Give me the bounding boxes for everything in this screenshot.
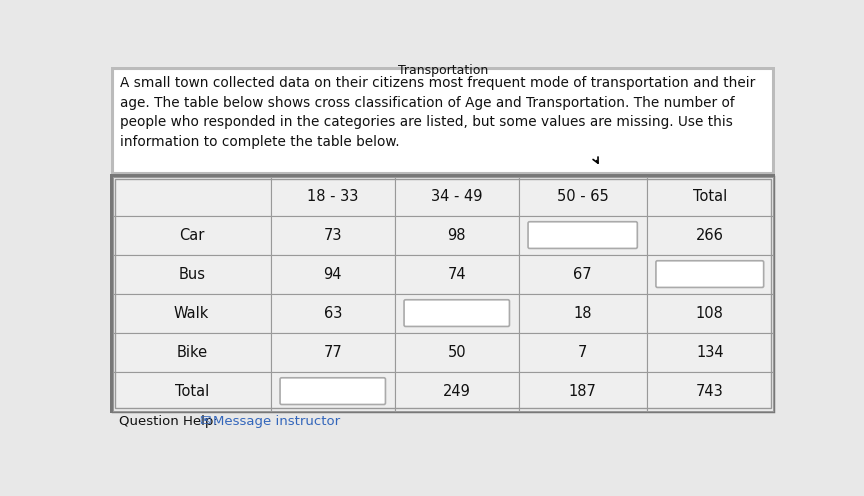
Bar bbox=[112, 294, 270, 333]
FancyBboxPatch shape bbox=[528, 222, 638, 248]
FancyBboxPatch shape bbox=[404, 300, 510, 326]
Text: 77: 77 bbox=[323, 345, 342, 360]
Text: ✉: ✉ bbox=[200, 415, 211, 429]
Text: 94: 94 bbox=[323, 266, 342, 282]
Text: 108: 108 bbox=[696, 306, 724, 320]
Text: 18 - 33: 18 - 33 bbox=[307, 188, 359, 203]
Text: 187: 187 bbox=[569, 383, 597, 399]
Text: 18: 18 bbox=[574, 306, 592, 320]
Text: 67: 67 bbox=[574, 266, 592, 282]
Bar bbox=[112, 372, 270, 411]
Bar bbox=[395, 216, 518, 254]
Bar bbox=[270, 177, 395, 216]
Text: Message instructor: Message instructor bbox=[213, 415, 340, 428]
Bar bbox=[518, 294, 646, 333]
Text: Car: Car bbox=[179, 228, 205, 243]
Text: 7: 7 bbox=[578, 345, 588, 360]
Bar bbox=[518, 254, 646, 294]
Text: 50: 50 bbox=[448, 345, 466, 360]
Bar bbox=[270, 372, 395, 411]
Bar bbox=[112, 333, 270, 372]
Bar bbox=[646, 216, 773, 254]
Text: Bus: Bus bbox=[178, 266, 205, 282]
Bar bbox=[518, 216, 646, 254]
Bar bbox=[112, 177, 773, 411]
FancyBboxPatch shape bbox=[280, 378, 385, 404]
Bar bbox=[111, 67, 774, 175]
Text: A small town collected data on their citizens most frequent mode of transportati: A small town collected data on their cit… bbox=[120, 76, 756, 149]
Bar bbox=[646, 372, 773, 411]
Text: 266: 266 bbox=[696, 228, 724, 243]
Text: 249: 249 bbox=[443, 383, 471, 399]
Text: Transportation: Transportation bbox=[397, 64, 488, 77]
Bar bbox=[518, 177, 646, 216]
Bar bbox=[395, 177, 518, 216]
Bar bbox=[646, 177, 773, 216]
Bar bbox=[111, 174, 775, 413]
Bar bbox=[270, 333, 395, 372]
Bar bbox=[518, 372, 646, 411]
Bar bbox=[112, 177, 270, 216]
Text: 743: 743 bbox=[696, 383, 724, 399]
Text: 134: 134 bbox=[696, 345, 724, 360]
Text: Total: Total bbox=[693, 188, 727, 203]
Text: 50 - 65: 50 - 65 bbox=[556, 188, 608, 203]
Text: 73: 73 bbox=[323, 228, 342, 243]
Text: Question Help:: Question Help: bbox=[119, 415, 218, 428]
Bar bbox=[112, 216, 270, 254]
Text: 34 - 49: 34 - 49 bbox=[431, 188, 482, 203]
Text: 98: 98 bbox=[448, 228, 466, 243]
Bar bbox=[270, 294, 395, 333]
Bar bbox=[112, 254, 270, 294]
Bar bbox=[395, 333, 518, 372]
Text: Walk: Walk bbox=[174, 306, 209, 320]
Bar bbox=[646, 333, 773, 372]
Text: 74: 74 bbox=[448, 266, 466, 282]
Bar bbox=[646, 294, 773, 333]
Bar bbox=[112, 69, 773, 174]
Bar bbox=[518, 333, 646, 372]
Text: 63: 63 bbox=[323, 306, 342, 320]
Bar bbox=[270, 254, 395, 294]
Text: Total: Total bbox=[175, 383, 209, 399]
Bar bbox=[646, 254, 773, 294]
Bar bbox=[270, 216, 395, 254]
Bar bbox=[108, 60, 778, 67]
FancyBboxPatch shape bbox=[656, 261, 764, 288]
Text: Bike: Bike bbox=[176, 345, 207, 360]
Bar bbox=[395, 294, 518, 333]
Bar bbox=[115, 179, 771, 408]
Bar bbox=[395, 372, 518, 411]
Bar bbox=[395, 254, 518, 294]
